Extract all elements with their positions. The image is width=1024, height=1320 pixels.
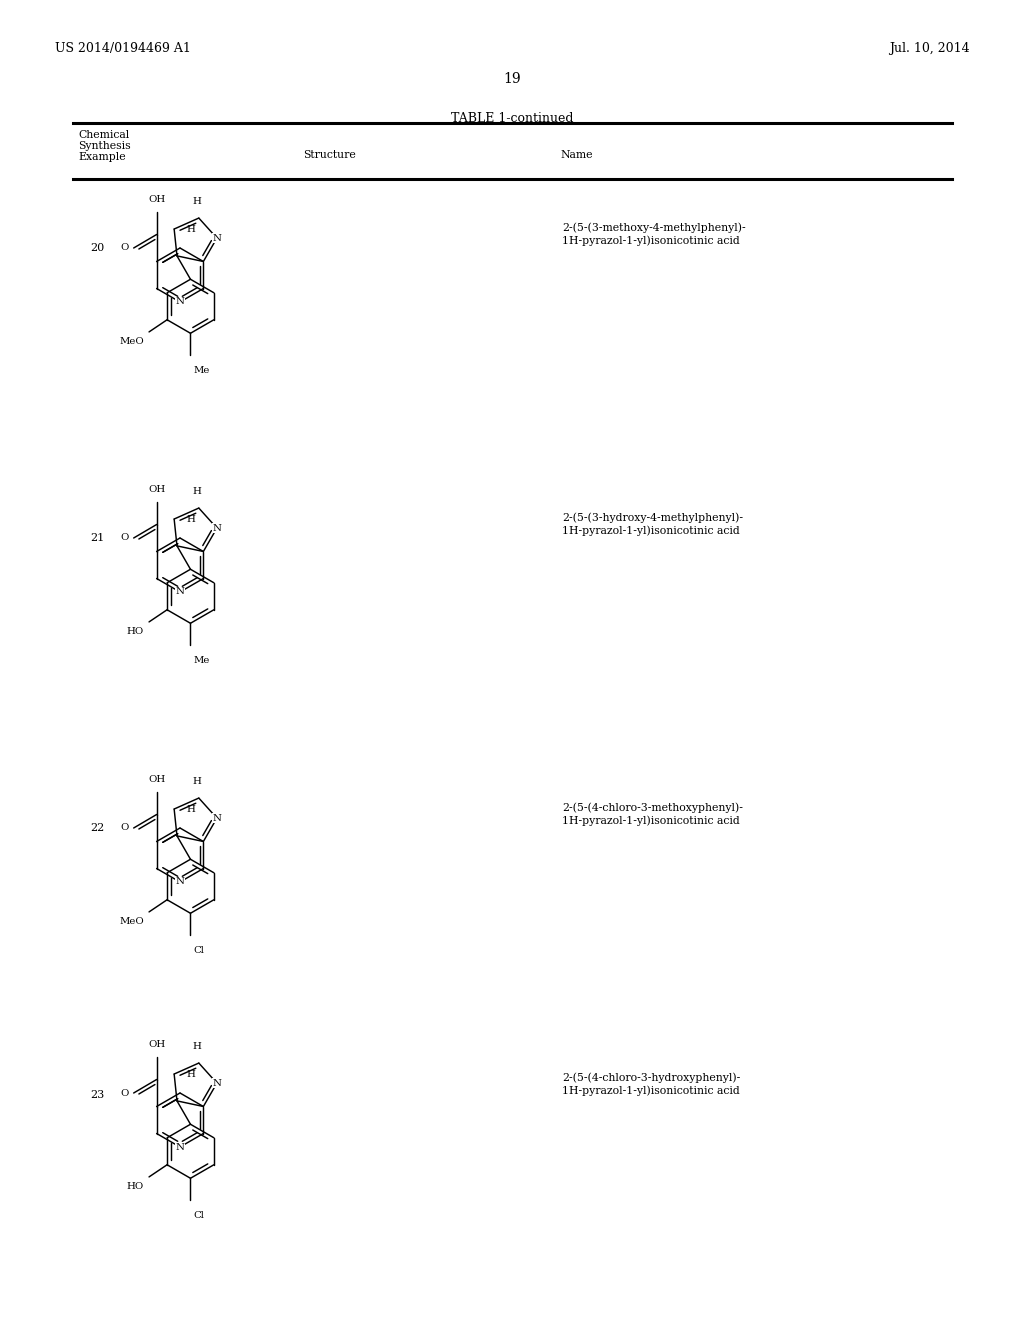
- Text: Cl: Cl: [194, 1210, 205, 1220]
- Text: Me: Me: [194, 656, 210, 664]
- Text: MeO: MeO: [119, 337, 144, 346]
- Text: 2-(5-(4-chloro-3-methoxyphenyl)-: 2-(5-(4-chloro-3-methoxyphenyl)-: [562, 803, 742, 813]
- Text: 19: 19: [503, 73, 521, 86]
- Text: 1H-pyrazol-1-yl)isonicotinic acid: 1H-pyrazol-1-yl)isonicotinic acid: [562, 814, 739, 825]
- Text: H: H: [193, 777, 202, 785]
- Text: H: H: [193, 197, 202, 206]
- Text: MeO: MeO: [119, 917, 144, 925]
- Text: N: N: [175, 1143, 184, 1151]
- Text: N: N: [175, 297, 184, 306]
- Text: H: H: [193, 1041, 202, 1051]
- Text: 1H-pyrazol-1-yl)isonicotinic acid: 1H-pyrazol-1-yl)isonicotinic acid: [562, 1085, 739, 1096]
- Text: 22: 22: [90, 822, 104, 833]
- Text: OH: OH: [148, 194, 165, 203]
- Text: OH: OH: [148, 1040, 165, 1048]
- Text: 21: 21: [90, 533, 104, 543]
- Text: H: H: [193, 487, 202, 496]
- Text: O: O: [120, 1089, 129, 1097]
- Text: Name: Name: [560, 150, 593, 160]
- Text: OH: OH: [148, 484, 165, 494]
- Text: H: H: [186, 224, 195, 234]
- Text: N: N: [175, 878, 184, 887]
- Text: Chemical: Chemical: [78, 129, 129, 140]
- Text: Structure: Structure: [304, 150, 356, 160]
- Text: 23: 23: [90, 1090, 104, 1100]
- Text: Cl: Cl: [194, 945, 205, 954]
- Text: 2-(5-(3-hydroxy-4-methylphenyl)-: 2-(5-(3-hydroxy-4-methylphenyl)-: [562, 512, 743, 523]
- Text: N: N: [212, 1078, 221, 1088]
- Text: N: N: [212, 524, 221, 532]
- Text: Synthesis: Synthesis: [78, 141, 131, 150]
- Text: H: H: [186, 515, 195, 524]
- Text: Me: Me: [194, 366, 210, 375]
- Text: Jul. 10, 2014: Jul. 10, 2014: [890, 42, 970, 55]
- Text: 2-(5-(4-chloro-3-hydroxyphenyl)-: 2-(5-(4-chloro-3-hydroxyphenyl)-: [562, 1072, 740, 1082]
- Text: Example: Example: [78, 152, 126, 162]
- Text: HO: HO: [127, 1181, 144, 1191]
- Text: 1H-pyrazol-1-yl)isonicotinic acid: 1H-pyrazol-1-yl)isonicotinic acid: [562, 235, 739, 246]
- Text: 1H-pyrazol-1-yl)isonicotinic acid: 1H-pyrazol-1-yl)isonicotinic acid: [562, 525, 739, 536]
- Text: N: N: [212, 813, 221, 822]
- Text: N: N: [212, 234, 221, 243]
- Text: OH: OH: [148, 775, 165, 784]
- Text: O: O: [120, 533, 129, 543]
- Text: O: O: [120, 243, 129, 252]
- Text: HO: HO: [127, 627, 144, 636]
- Text: H: H: [186, 804, 195, 813]
- Text: N: N: [175, 587, 184, 597]
- Text: TABLE 1-continued: TABLE 1-continued: [451, 112, 573, 125]
- Text: H: H: [186, 1069, 195, 1078]
- Text: 2-(5-(3-methoxy-4-methylphenyl)-: 2-(5-(3-methoxy-4-methylphenyl)-: [562, 222, 745, 232]
- Text: US 2014/0194469 A1: US 2014/0194469 A1: [55, 42, 190, 55]
- Text: O: O: [120, 824, 129, 833]
- Text: 20: 20: [90, 243, 104, 253]
